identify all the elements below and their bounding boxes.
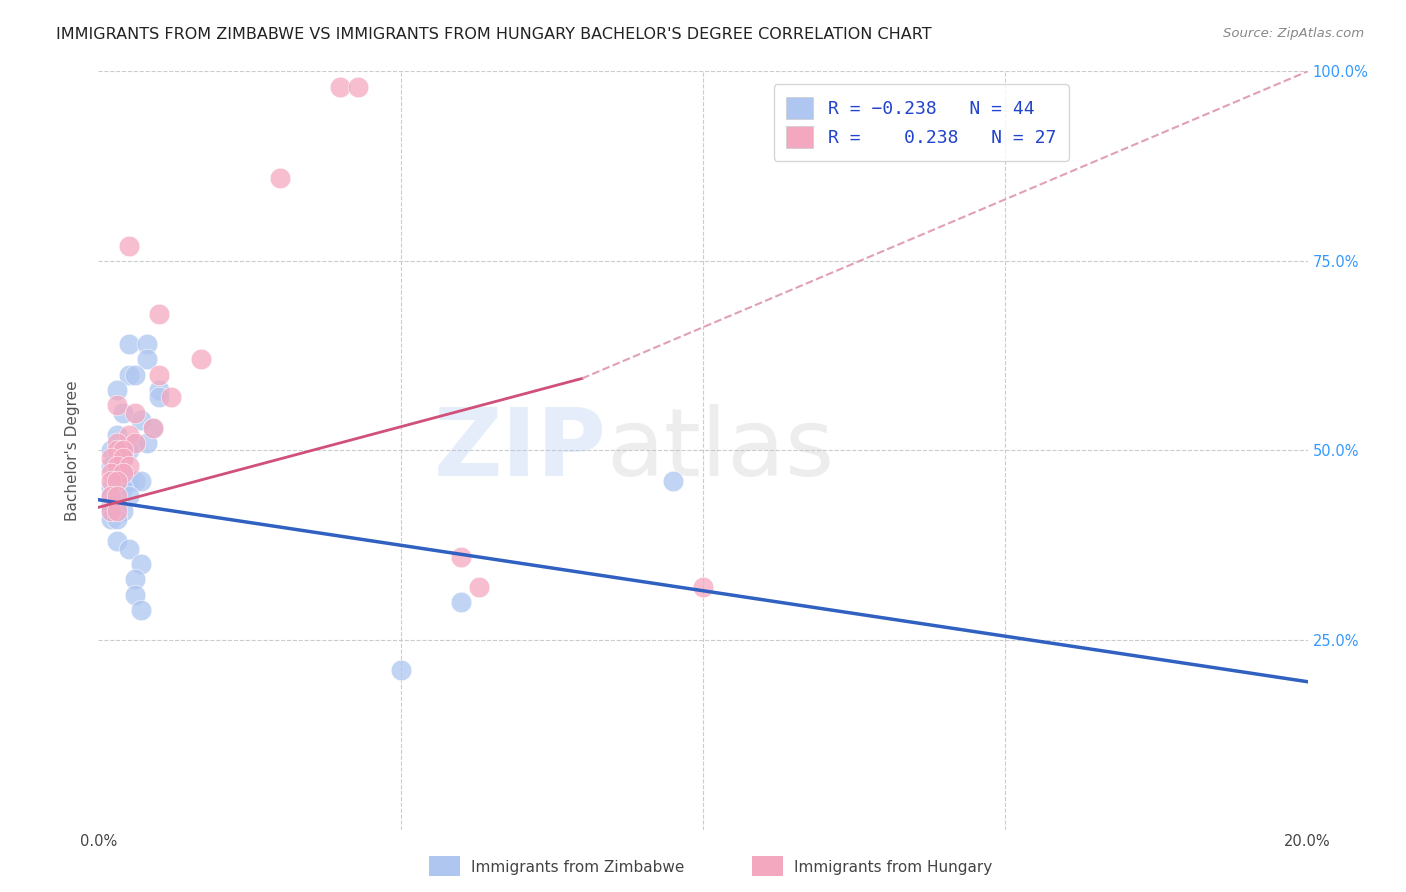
Point: [135, 337, 157, 351]
Point: [105, 504, 128, 518]
Point: [105, 489, 128, 503]
Point: [105, 398, 128, 412]
Point: [105, 428, 128, 442]
Point: [124, 368, 146, 382]
Point: [105, 383, 128, 397]
Point: [124, 436, 146, 450]
Point: [111, 482, 134, 496]
Point: [111, 451, 134, 466]
Text: ZIP: ZIP: [433, 404, 606, 497]
Point: [329, 79, 352, 94]
Point: [129, 413, 152, 427]
Point: [129, 474, 152, 488]
Text: Immigrants from Zimbabwe: Immigrants from Zimbabwe: [471, 860, 685, 874]
Point: [111, 451, 134, 466]
Point: [129, 603, 152, 617]
Point: [450, 549, 472, 564]
Point: [118, 443, 141, 458]
Legend: R = −0.238   N = 44, R =    0.238   N = 27: R = −0.238 N = 44, R = 0.238 N = 27: [773, 84, 1069, 161]
Point: [661, 474, 683, 488]
Point: [105, 474, 128, 488]
Point: [100, 504, 122, 518]
Point: [124, 588, 146, 602]
Point: [347, 79, 370, 94]
Point: [124, 474, 146, 488]
Point: [100, 467, 122, 481]
Point: [105, 458, 128, 473]
Point: [111, 467, 134, 481]
Point: [100, 512, 122, 526]
Point: [105, 489, 128, 503]
Point: [118, 474, 141, 488]
Point: [160, 391, 183, 405]
Point: [135, 436, 157, 450]
Point: [468, 580, 491, 594]
Point: [105, 534, 128, 549]
Point: [118, 337, 141, 351]
Point: [105, 482, 128, 496]
Point: [105, 496, 128, 510]
Point: [118, 428, 141, 442]
Point: [100, 474, 122, 488]
Point: [118, 489, 141, 503]
Point: [142, 421, 165, 435]
Point: [100, 443, 122, 458]
Point: [118, 542, 141, 557]
Point: [148, 368, 170, 382]
Point: [269, 170, 291, 185]
Point: [190, 352, 212, 367]
Point: [111, 467, 134, 481]
Point: [142, 421, 165, 435]
Point: [100, 458, 122, 473]
Point: [105, 467, 128, 481]
Y-axis label: Bachelor's Degree: Bachelor's Degree: [65, 380, 80, 521]
Point: [100, 496, 122, 510]
Point: [129, 557, 152, 572]
Point: [100, 489, 122, 503]
Point: [111, 405, 134, 420]
Point: [118, 458, 141, 473]
Point: [124, 436, 146, 450]
Point: [148, 391, 170, 405]
Point: [135, 352, 157, 367]
Point: [148, 383, 170, 397]
Point: [100, 504, 122, 518]
Point: [692, 580, 714, 594]
Point: [148, 307, 170, 321]
Point: [124, 573, 146, 587]
Point: [118, 238, 141, 253]
Point: [124, 405, 146, 420]
Text: Source: ZipAtlas.com: Source: ZipAtlas.com: [1223, 27, 1364, 40]
Point: [450, 595, 472, 609]
Text: IMMIGRANTS FROM ZIMBABWE VS IMMIGRANTS FROM HUNGARY BACHELOR'S DEGREE CORRELATIO: IMMIGRANTS FROM ZIMBABWE VS IMMIGRANTS F…: [56, 27, 932, 42]
Point: [100, 489, 122, 503]
Point: [105, 512, 128, 526]
Point: [389, 664, 412, 678]
Point: [100, 482, 122, 496]
Text: Immigrants from Hungary: Immigrants from Hungary: [794, 860, 993, 874]
Text: atlas: atlas: [606, 404, 835, 497]
Point: [111, 443, 134, 458]
Point: [100, 451, 122, 466]
Point: [118, 368, 141, 382]
Point: [105, 436, 128, 450]
Point: [105, 443, 128, 458]
Point: [111, 504, 134, 518]
